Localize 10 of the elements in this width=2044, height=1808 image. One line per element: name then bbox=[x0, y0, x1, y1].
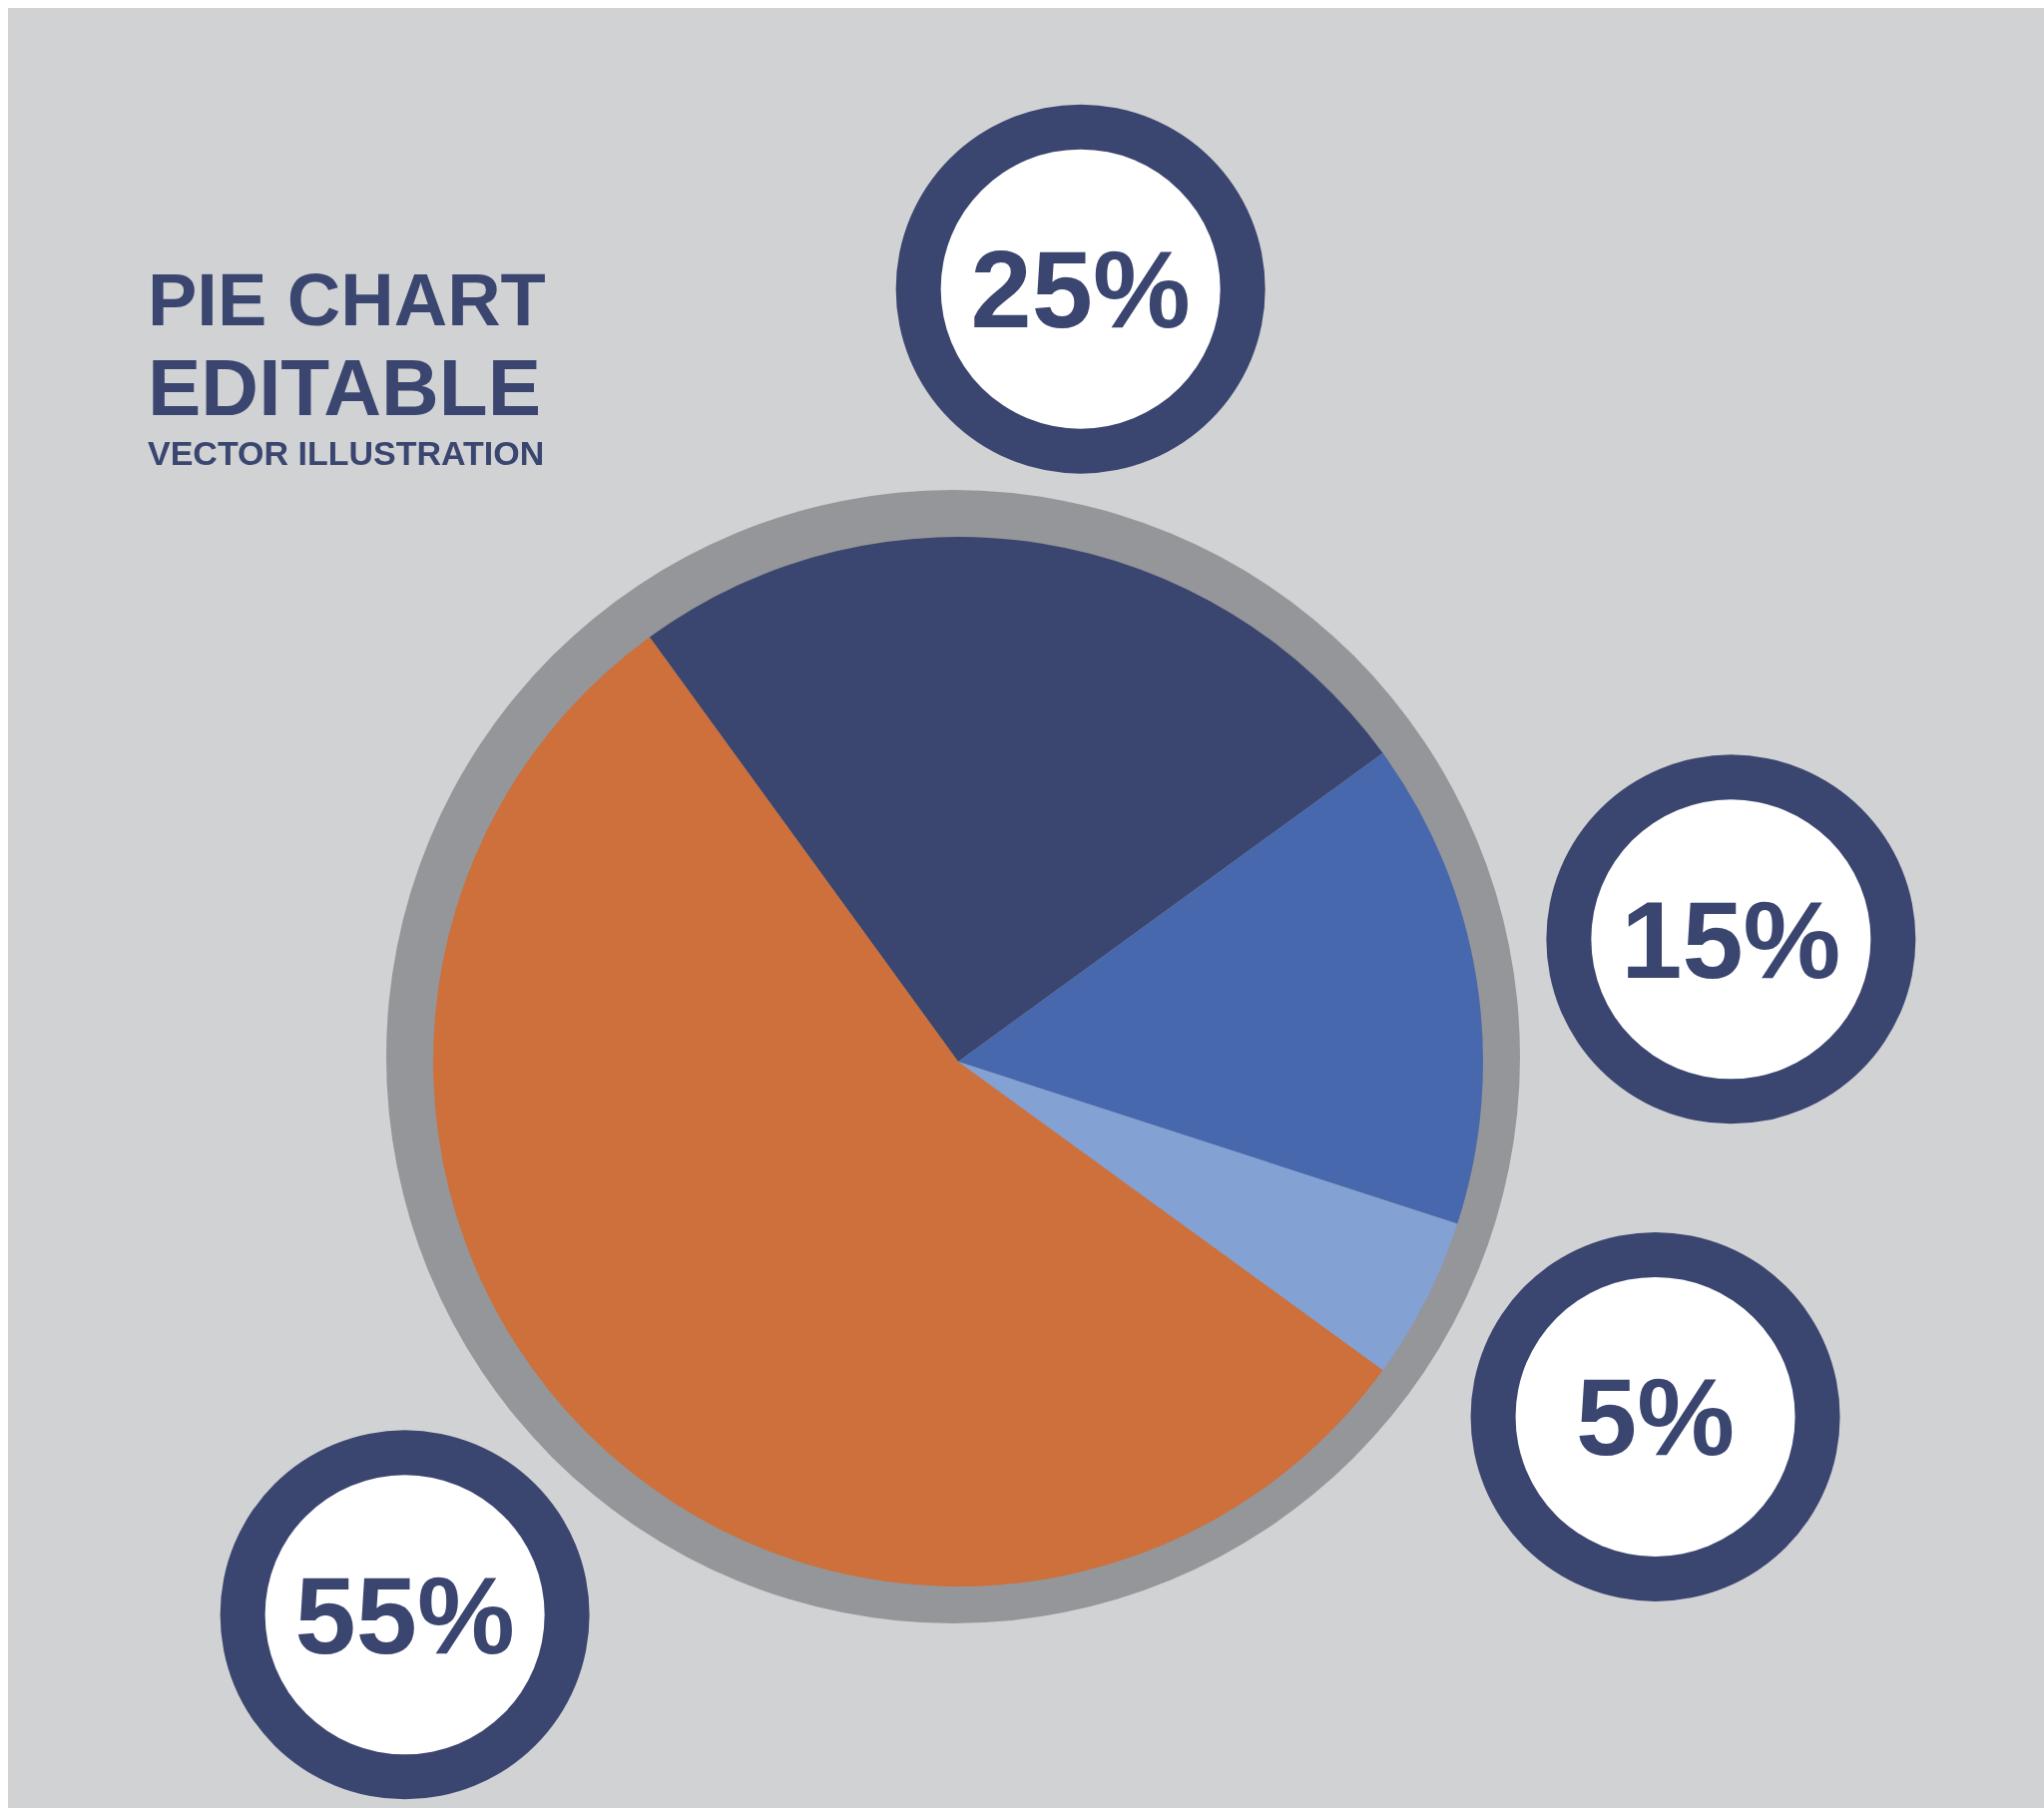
chart-title: PIE CHART bbox=[148, 257, 546, 343]
data-label: 15% bbox=[1621, 877, 1841, 1001]
text: EDITABLE bbox=[148, 342, 543, 435]
data-label: 25% bbox=[970, 227, 1191, 351]
pie-slice bbox=[958, 752, 1483, 1224]
text: VECTOR ILLUSTRATION bbox=[148, 434, 546, 474]
data-label: 5% bbox=[1576, 1355, 1736, 1479]
pie-slice bbox=[958, 1062, 1458, 1371]
pie-slice bbox=[649, 537, 1383, 1062]
data-label: 55% bbox=[294, 1553, 515, 1676]
